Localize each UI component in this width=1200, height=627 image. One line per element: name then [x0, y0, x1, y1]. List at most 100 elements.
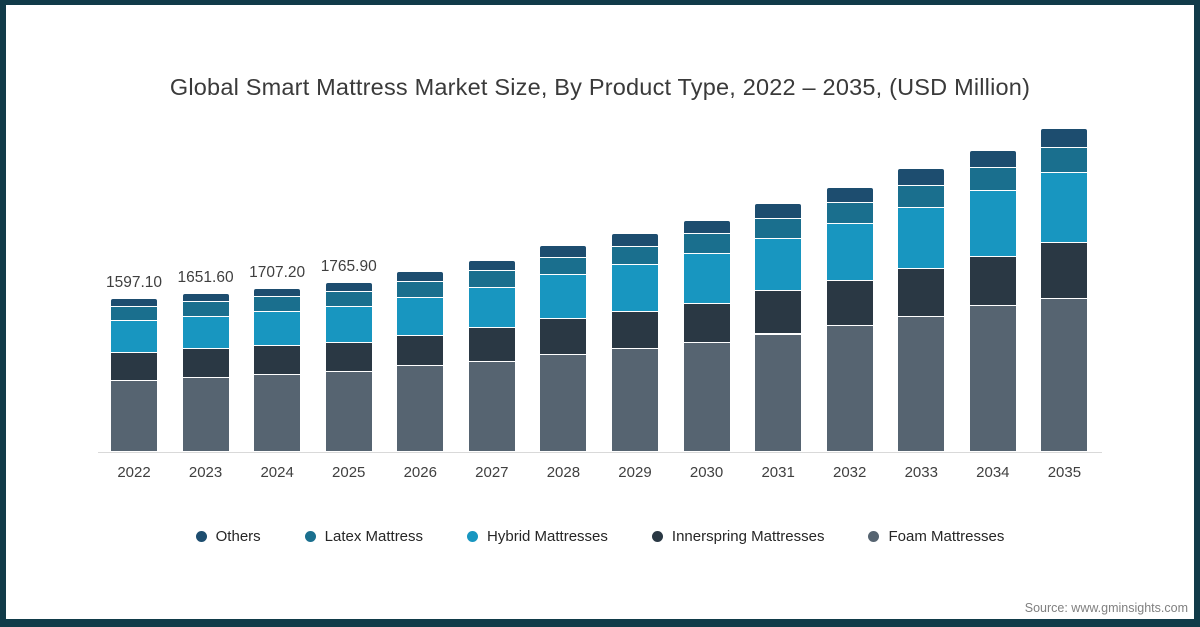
bar-segment-innerspring-mattresses — [826, 280, 873, 326]
x-tick-label: 2035 — [1047, 464, 1082, 481]
bar-segment-innerspring-mattresses — [397, 335, 444, 366]
legend-label: Hybrid Mattresses — [487, 528, 608, 545]
bar-segment-latex-mattress — [611, 246, 658, 264]
x-tick-label: 2022 — [117, 464, 151, 481]
bar-segment-others — [683, 220, 730, 233]
bar-segment-hybrid-mattresses — [683, 253, 730, 303]
bar-segment-others — [1041, 128, 1088, 147]
bar-segment-latex-mattress — [397, 281, 444, 297]
chart-title: Global Smart Mattress Market Size, By Pr… — [169, 74, 1031, 100]
bar-segment-others — [755, 204, 802, 218]
bar-segment-hybrid-mattresses — [611, 264, 658, 312]
bar-value-label: 1651.60 — [177, 269, 234, 287]
bar-segment-hybrid-mattresses — [111, 321, 157, 353]
bar-segment-hybrid-mattresses — [969, 191, 1016, 257]
legend-label: Innerspring Mattresses — [671, 528, 825, 545]
bar-segment-latex-mattress — [540, 258, 587, 275]
bar-segment-innerspring-mattresses — [611, 312, 658, 348]
legend-item-others: Others — [195, 528, 261, 545]
bar-segment-hybrid-mattresses — [755, 238, 802, 290]
bar-segment-innerspring-mattresses — [969, 257, 1016, 306]
bar-segment-hybrid-mattresses — [397, 297, 444, 335]
bar-segment-others — [182, 294, 229, 302]
source-attribution: Source: www.gminsights.com — [1024, 601, 1188, 615]
bar-value-label: 1707.20 — [249, 263, 306, 281]
bar-segment-foam-mattresses — [111, 381, 157, 451]
legend-dot-icon — [304, 531, 316, 542]
bar-segment-latex-mattress — [898, 185, 945, 207]
bar-segment-foam-mattresses — [683, 343, 730, 451]
legend-item-foam-mattresses: Foam Mattresses — [868, 528, 1004, 545]
bar-segment-latex-mattress — [755, 218, 802, 238]
x-tick-label: 2026 — [403, 464, 437, 481]
bar-segment-innerspring-mattresses — [898, 269, 945, 317]
bar-segment-others — [611, 233, 658, 246]
bar-value-label: 1597.10 — [105, 274, 163, 292]
bar-segment-innerspring-mattresses — [325, 342, 372, 372]
x-tick-label: 2032 — [833, 464, 867, 481]
bar-segment-innerspring-mattresses — [683, 303, 730, 343]
bar-segment-latex-mattress — [111, 306, 157, 320]
bar-segment-hybrid-mattresses — [254, 312, 301, 345]
bar-segment-latex-mattress — [325, 292, 372, 307]
legend-dot-icon — [195, 531, 207, 542]
legend-dot-icon — [467, 531, 479, 542]
legend-item-latex-mattress: Latex Mattress — [304, 528, 424, 545]
bar-segment-others — [898, 169, 945, 185]
bar-segment-foam-mattresses — [826, 326, 873, 451]
bar-segment-latex-mattress — [468, 271, 515, 287]
bar-segment-foam-mattresses — [1041, 299, 1088, 451]
bar-segment-innerspring-mattresses — [540, 319, 587, 355]
x-tick-label: 2029 — [618, 464, 652, 481]
x-tick-label: 2033 — [904, 464, 938, 481]
bar-segment-foam-mattresses — [969, 306, 1016, 451]
bar-segment-hybrid-mattresses — [826, 223, 873, 280]
legend-label: Foam Mattresses — [888, 528, 1005, 545]
bar-segment-others — [254, 288, 301, 297]
x-tick-label: 2028 — [546, 464, 581, 481]
bar-segment-foam-mattresses — [611, 348, 658, 451]
bar-segment-latex-mattress — [182, 302, 229, 316]
bar-segment-others — [826, 187, 873, 203]
x-tick-label: 2023 — [188, 464, 223, 481]
legend-item-hybrid-mattresses: Hybrid Mattresses — [467, 528, 608, 545]
bar-value-label: 1765.90 — [320, 258, 377, 276]
bar-segment-hybrid-mattresses — [1041, 173, 1088, 242]
bar-segment-foam-mattresses — [898, 317, 945, 451]
bar-segment-foam-mattresses — [468, 361, 515, 451]
legend-label: Others — [215, 528, 261, 545]
bar-segment-latex-mattress — [254, 297, 301, 312]
x-tick-label: 2024 — [260, 464, 294, 481]
bar-segment-others — [540, 246, 587, 258]
bar-segment-others — [111, 299, 157, 306]
bar-segment-latex-mattress — [1041, 147, 1088, 173]
bar-segment-hybrid-mattresses — [182, 316, 229, 349]
bar-segment-others — [325, 283, 372, 292]
bar-segment-foam-mattresses — [325, 372, 372, 451]
bar-segment-hybrid-mattresses — [898, 207, 945, 269]
x-tick-label: 2025 — [332, 464, 366, 481]
x-tick-label: 2030 — [689, 464, 724, 481]
legend-label: Latex Mattress — [324, 528, 424, 545]
x-axis-line — [98, 452, 1102, 453]
bar-segment-others — [468, 260, 515, 271]
bar-segment-latex-mattress — [826, 203, 873, 223]
bar-segment-innerspring-mattresses — [1041, 242, 1088, 299]
bar-segment-foam-mattresses — [540, 355, 587, 451]
bar-segment-innerspring-mattresses — [111, 353, 157, 381]
legend-dot-icon — [868, 531, 880, 542]
bar-segment-others — [969, 150, 1016, 167]
legend-dot-icon — [651, 531, 663, 542]
legend: Others Latex Mattress Hybrid Mattresses Inn… — [0, 528, 1200, 545]
bar-segment-hybrid-mattresses — [540, 275, 587, 319]
bar-segment-innerspring-mattresses — [755, 291, 802, 334]
bar-segment-foam-mattresses — [755, 334, 802, 451]
bar-segment-foam-mattresses — [254, 375, 301, 451]
bar-segment-foam-mattresses — [397, 366, 444, 451]
bar-segment-innerspring-mattresses — [182, 349, 229, 378]
bar-segment-latex-mattress — [969, 167, 1016, 191]
bar-segment-foam-mattresses — [182, 378, 229, 451]
bar-segment-others — [397, 272, 444, 281]
